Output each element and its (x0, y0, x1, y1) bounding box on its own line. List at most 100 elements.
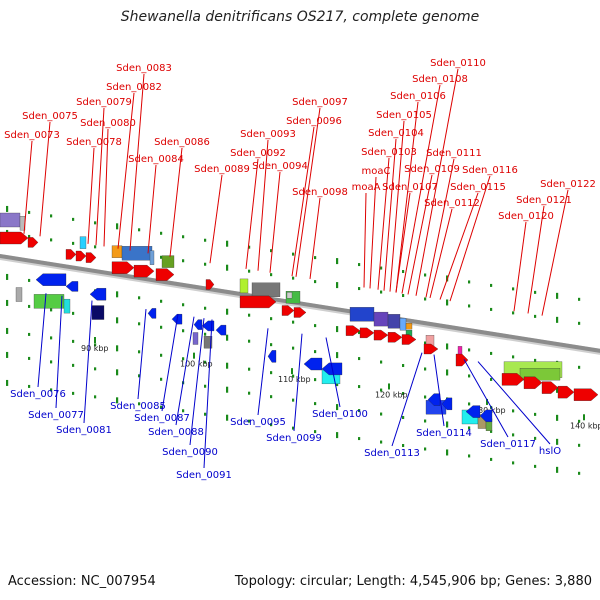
forward-leader-line (425, 158, 455, 298)
reverse-gene-arrow (89, 288, 107, 301)
backbone-line (0, 253, 600, 353)
forward-leader-line (87, 147, 95, 244)
gene-feature-box (15, 287, 23, 302)
gene-feature-box (0, 212, 21, 228)
tick-mark (314, 350, 317, 354)
forward-leader-line (169, 147, 183, 257)
reverse-leader-line (325, 337, 341, 408)
tick-mark (72, 311, 75, 315)
tick-mark (138, 296, 141, 300)
forward-gene-label: Sden_0073 (4, 130, 60, 141)
forward-gene-label: Sden_0115 (450, 182, 506, 193)
reverse-gene-label: Sden_0076 (10, 389, 66, 400)
scale-tick (388, 383, 390, 390)
forward-gene-arrow (455, 353, 469, 367)
tick-mark (424, 447, 427, 451)
tick-mark (116, 369, 119, 376)
reverse-gene-label: Sden_0091 (176, 470, 232, 481)
tick-mark (226, 386, 229, 393)
forward-leader-line (39, 121, 51, 237)
reverse-leader-line (463, 359, 509, 438)
forward-leader-line (407, 174, 433, 295)
tick-mark (292, 252, 295, 256)
forward-gene-label: Sden_0097 (292, 97, 348, 108)
reverse-gene-label: Sden_0085 (110, 401, 166, 412)
forward-leader-line (117, 92, 135, 249)
tick-mark (226, 264, 229, 271)
forward-gene-arrow (0, 231, 29, 245)
scale-tick (486, 398, 488, 405)
scale-tick (193, 352, 195, 359)
forward-gene-label: Sden_0111 (426, 148, 482, 159)
scale-label: 110 kbp (278, 375, 311, 384)
tick-mark (314, 256, 317, 260)
forward-gene-arrow (373, 329, 389, 341)
tick-mark (446, 369, 449, 376)
tick-mark (182, 235, 185, 239)
reverse-leader-line (477, 361, 551, 445)
tick-mark (446, 421, 449, 428)
reverse-leader-line (293, 333, 303, 432)
tick-mark (28, 356, 31, 360)
gene-feature-box (239, 278, 249, 294)
tick-mark (28, 332, 31, 336)
tick-mark (578, 297, 581, 301)
tick-mark (50, 308, 53, 312)
gene-feature-box (251, 282, 281, 297)
tick-mark (402, 444, 405, 448)
tick-mark (6, 327, 9, 334)
tick-mark (424, 341, 427, 345)
reverse-leader-line (257, 328, 269, 416)
tick-mark (556, 414, 559, 421)
reverse-gene-arrow (441, 397, 453, 410)
forward-gene-label: Sden_0105 (376, 110, 432, 121)
forward-gene-label: Sden_0096 (286, 116, 342, 127)
forward-gene-label: Sden_0108 (412, 74, 468, 85)
tick-mark (490, 307, 493, 311)
tick-mark (336, 432, 339, 439)
tick-mark (182, 329, 185, 333)
forward-leader-line (23, 140, 33, 234)
tick-mark (512, 355, 515, 359)
forward-gene-label: Sden_0078 (66, 137, 122, 148)
tick-mark (72, 339, 75, 343)
accession-text: Accession: NC_007954 (8, 574, 156, 589)
reverse-gene-arrow (427, 393, 441, 406)
reverse-gene-label: Sden_0077 (28, 410, 84, 421)
tick-mark (336, 352, 339, 359)
tick-mark (578, 419, 581, 423)
tick-mark (138, 228, 141, 232)
tick-mark (204, 384, 207, 388)
forward-gene-label: Sden_0107 (382, 182, 438, 193)
gene-feature-box (161, 255, 175, 268)
reverse-gene-label: Sden_0113 (364, 448, 420, 459)
scale-tick (94, 337, 96, 344)
tick-mark (578, 365, 581, 369)
reverse-gene-label: Sden_0095 (230, 417, 286, 428)
tick-mark (94, 343, 97, 347)
tick-mark (424, 419, 427, 423)
forward-leader-line (129, 73, 145, 251)
tick-mark (358, 385, 361, 389)
tick-mark (556, 316, 559, 323)
tick-mark (248, 313, 251, 317)
tick-mark (556, 466, 559, 473)
forward-gene-label: moaC (362, 166, 391, 177)
scale-label: 90 kbp (81, 344, 109, 353)
tick-mark (182, 303, 185, 307)
tick-mark (424, 297, 427, 301)
forward-gene-label: Sden_0079 (76, 97, 132, 108)
forward-gene-arrow (423, 343, 439, 355)
tick-mark (358, 409, 361, 413)
forward-leader-line (541, 189, 569, 316)
gene-feature-box (405, 322, 413, 330)
scale-label: 100 kbp (180, 360, 213, 369)
gene-feature-box (91, 305, 105, 320)
tick-mark (490, 429, 493, 433)
forward-gene-arrow (111, 261, 135, 274)
tick-mark (182, 357, 185, 361)
tick-mark (314, 378, 317, 382)
reverse-gene-label: Sden_0081 (56, 425, 112, 436)
tick-mark (116, 291, 119, 298)
